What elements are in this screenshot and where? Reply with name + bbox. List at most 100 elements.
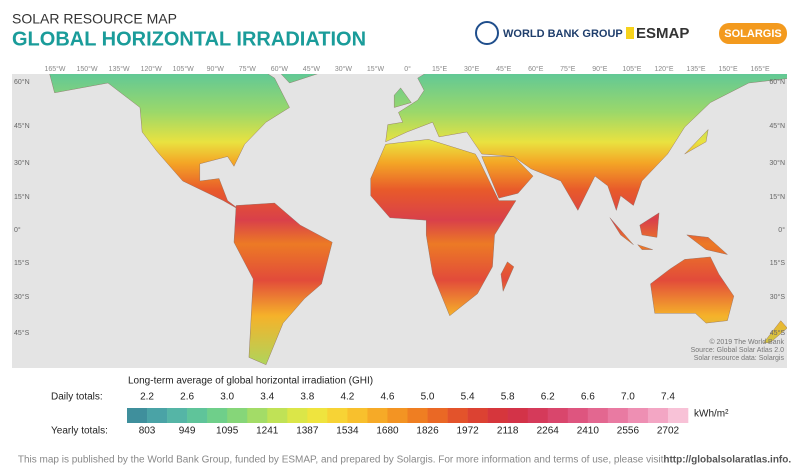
lon-label: 165°W [44,65,65,73]
legend-swatch [467,408,488,423]
daily-value: 2.6 [180,392,194,403]
subtitle: SOLAR RESOURCE MAP [12,11,177,27]
legend-swatch [507,408,529,423]
lon-label: 15°E [432,65,448,73]
lon-label: 60°E [528,65,544,73]
daily-value: 6.2 [541,392,555,403]
yearly-value: 2118 [497,426,519,437]
lat-label: 15°S [770,259,786,267]
legend-swatch [407,408,428,423]
lat-label: 45°S [770,329,786,337]
legend-title: Long-term average of global horizontal i… [128,376,373,387]
legend-swatch [567,408,589,423]
lon-label: 105°W [173,65,194,73]
daily-value: 4.2 [340,392,354,403]
wbg-icon [475,21,499,45]
yearly-value: 2264 [537,426,560,437]
lat-label: 15°N [14,193,30,201]
daily-value: 5.8 [501,392,515,403]
lon-label: 135°W [109,65,130,73]
landmass [650,256,735,324]
lon-label: 165°E [751,65,770,73]
yearly-value: 2410 [577,426,600,437]
daily-value: 4.6 [381,392,395,403]
lat-label: 30°N [14,159,30,167]
yearly-value: 1826 [416,426,439,437]
lon-label: 75°W [239,65,257,73]
lon-label: 45°W [303,65,321,73]
landmass [686,234,728,255]
landmass [393,87,412,108]
legend-swatch [627,408,649,423]
yearly-value: 1680 [376,426,399,437]
lon-label: 75°E [560,65,576,73]
lat-label: 60°N [14,78,30,86]
footer-link[interactable]: http://globalsolaratlas.info. [663,455,791,466]
daily-label: Daily totals: [51,392,103,403]
legend-swatch [427,408,448,423]
daily-value: 2.2 [140,392,154,403]
yearly-value: 2556 [617,426,640,437]
legend-swatch [667,408,689,423]
lat-label: 60°N [769,78,785,86]
legend-swatch [367,408,388,423]
landmass [233,202,333,366]
landmass [763,320,787,343]
lat-label: 45°N [14,122,30,130]
lon-label: 90°E [592,65,608,73]
legend-swatch [227,408,248,423]
lat-label: 0° [14,226,21,234]
logo: ESMAP [636,25,689,42]
yearly-value: 949 [179,426,196,437]
yearly-value: 2702 [657,426,680,437]
legend-swatch [247,408,268,423]
landmass [49,74,290,211]
daily-value: 3.8 [300,392,314,403]
lon-label: 150°E [718,65,737,73]
landmass [639,212,660,238]
legend-swatch [387,408,408,423]
credit: Source: Global Solar Atlas 2.0 [691,347,784,354]
legend-swatch [127,408,148,423]
yearly-value: 1387 [296,426,319,437]
legend-swatch [547,408,569,423]
esmap-mark [626,27,634,39]
yearly-value: 1241 [256,426,279,437]
lat-label: 45°N [769,122,785,130]
logo: WORLD BANK GROUP [503,28,623,40]
daily-value: 5.0 [421,392,435,403]
lon-label: 60°W [271,65,289,73]
yearly-value: 1972 [456,426,479,437]
legend-swatch [287,408,308,423]
title: GLOBAL HORIZONTAL IRRADIATION [12,28,366,50]
legend-swatch [207,408,228,423]
landmass [684,128,709,155]
credit: Solar resource data: Solargis [694,355,785,362]
lon-label: 45°E [496,65,512,73]
daily-value: 3.0 [220,392,234,403]
legend-swatch [307,408,328,423]
legend-unit: kWh/m² [694,409,729,420]
landmass [370,139,517,317]
legend-swatch [487,408,508,423]
yearly-label: Yearly totals: [51,426,108,437]
legend-swatch [347,408,368,423]
footer-text: This map is published by the World Bank … [18,455,664,466]
legend-swatch [267,408,288,423]
yearly-value: 1095 [216,426,239,437]
landmass [280,74,318,84]
landmass [385,74,787,212]
landmass [500,261,515,292]
daily-value: 7.0 [621,392,635,403]
lon-label: 30°E [464,65,480,73]
lon-label: 120°E [654,65,673,73]
lon-label: 30°W [335,65,353,73]
landmass [637,244,653,250]
logo: SOLARGIS [724,28,781,40]
legend-swatch [447,408,468,423]
legend-swatch [527,408,549,423]
lon-label: 0° [404,65,411,73]
legend-swatch [167,408,188,423]
